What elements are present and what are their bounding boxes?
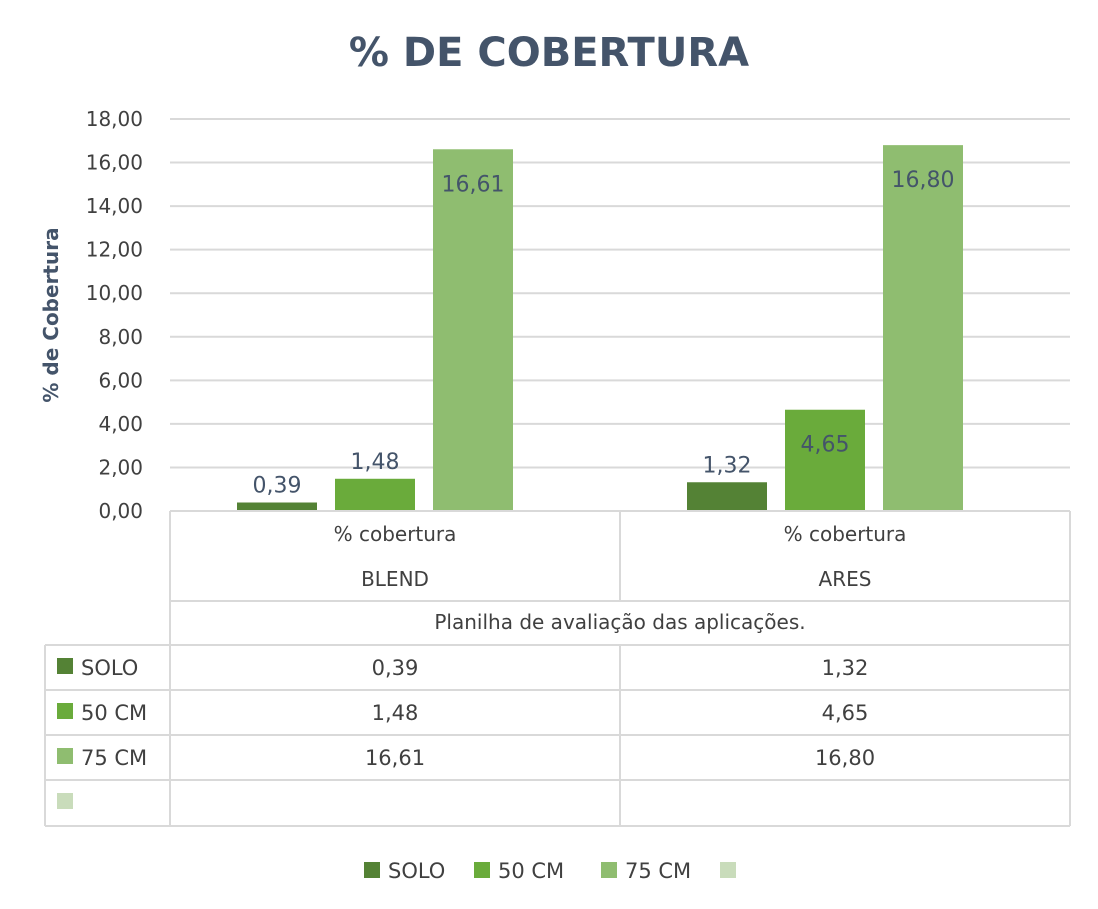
bar — [237, 502, 317, 511]
table-cell-value: 1,32 — [822, 656, 869, 680]
bar — [785, 409, 865, 511]
data-labels: 0,39 1,48 16,61 1,32 4,65 16,80 — [253, 168, 955, 498]
legend-label: SOLO — [388, 859, 445, 883]
legend-swatch — [364, 862, 380, 878]
category-label: % cobertura — [334, 522, 457, 546]
y-tick-label: 4,00 — [98, 412, 143, 436]
series-key — [57, 793, 73, 809]
data-label: 16,61 — [442, 172, 505, 197]
series-key — [57, 748, 73, 764]
table-cell-value: 16,61 — [365, 746, 425, 770]
gridlines — [170, 118, 1070, 512]
y-tick-label: 0,00 — [98, 499, 143, 523]
y-tick-label: 2,00 — [98, 455, 143, 479]
category-group-label: BLEND — [361, 567, 429, 591]
legend: SOLO 50 CM 75 CM — [364, 859, 736, 883]
data-table: % cobertura BLEND % cobertura ARES Planilha … — [44, 510, 1071, 827]
table-cell-value: 1,48 — [372, 701, 419, 725]
series-name: SOLO — [81, 656, 138, 680]
legend-label: 75 CM — [625, 859, 691, 883]
y-tick-label: 12,00 — [86, 238, 143, 262]
table-cell-value: 16,80 — [815, 746, 875, 770]
series-name: 50 CM — [81, 701, 147, 725]
x-axis-label: Planilha de avaliação das aplicações. — [434, 610, 805, 634]
data-label: 1,32 — [703, 453, 752, 478]
legend-swatch — [601, 862, 617, 878]
series-name: 75 CM — [81, 746, 147, 770]
y-tick-labels: 0,00 2,00 4,00 6,00 8,00 10,00 12,00 14,00 16,00… — [86, 107, 143, 523]
y-axis-label: % de Cobertura — [39, 227, 63, 402]
bars — [237, 145, 963, 511]
legend-swatch — [474, 862, 490, 878]
category-group-label: ARES — [819, 567, 872, 591]
bar — [883, 145, 963, 511]
data-label: 4,65 — [801, 433, 850, 458]
data-label: 16,80 — [892, 168, 955, 193]
legend-swatch — [720, 862, 736, 878]
bar — [687, 482, 767, 511]
table-cell-value: 0,39 — [372, 656, 419, 680]
category-label: % cobertura — [784, 522, 907, 546]
y-tick-label: 8,00 — [98, 325, 143, 349]
y-tick-label: 10,00 — [86, 281, 143, 305]
bar — [433, 149, 513, 511]
data-label: 1,48 — [351, 450, 400, 475]
chart-title: % DE COBERTURA — [349, 30, 749, 76]
series-key — [57, 703, 73, 719]
y-tick-label: 14,00 — [86, 194, 143, 218]
data-label: 0,39 — [253, 474, 302, 499]
legend-label: 50 CM — [498, 859, 564, 883]
y-tick-label: 16,00 — [86, 151, 143, 175]
y-tick-label: 18,00 — [86, 107, 143, 131]
y-tick-label: 6,00 — [98, 368, 143, 392]
table-cell-value: 4,65 — [822, 701, 869, 725]
series-key — [57, 658, 73, 674]
bar — [335, 478, 415, 511]
